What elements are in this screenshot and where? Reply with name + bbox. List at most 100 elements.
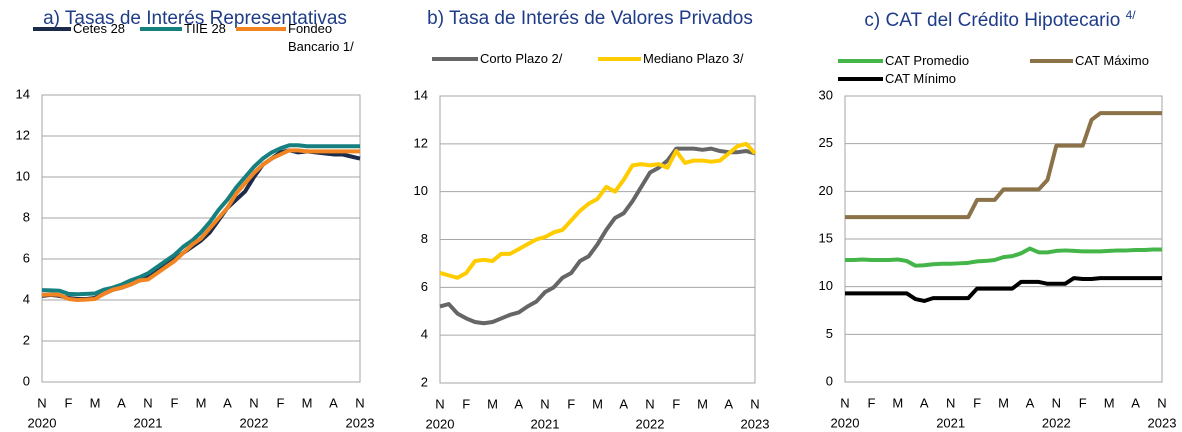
x-tick-label: M: [1104, 395, 1115, 410]
y-tick-label: 10: [16, 168, 30, 183]
x-tick-label: N: [143, 395, 152, 410]
x-tick-label: N: [355, 395, 364, 410]
legend-label: CAT Mínimo: [885, 71, 957, 86]
chart-title: a) Tasas de Interés Representativas: [43, 8, 347, 30]
series-line: [439, 141, 757, 280]
legend-swatch: [236, 27, 286, 31]
x-tick-label: A: [117, 395, 126, 410]
chart-title: c) CAT del Crédito Hipotecario 4/: [864, 8, 1135, 32]
series-line: [439, 146, 756, 326]
legend-item: CAT Mínimo: [838, 70, 956, 88]
x-tick-label: N: [840, 395, 849, 410]
legend-item: TIIE 28: [140, 20, 226, 38]
x-year-label: 2022: [1042, 415, 1071, 430]
x-tick-label: M: [487, 396, 498, 411]
y-tick-label: 5: [826, 326, 833, 341]
series-line: [41, 148, 360, 302]
x-tick-label: M: [196, 395, 207, 410]
y-tick-label: 14: [414, 87, 428, 102]
plot-frame: [41, 94, 361, 383]
legend-label: Fondeo Bancario 1/: [288, 21, 354, 54]
x-tick-label: A: [1131, 395, 1140, 410]
x-tick-label: A: [514, 396, 523, 411]
x-tick-label: F: [973, 395, 981, 410]
x-tick-label: M: [697, 396, 708, 411]
legend-item: Fondeo Bancario 1/: [236, 20, 368, 56]
plot-frame: [439, 95, 756, 384]
x-tick-label: F: [1079, 395, 1087, 410]
x-year-label: 2021: [936, 415, 965, 430]
y-tick-label: 0: [826, 373, 833, 388]
plot-frame: [844, 95, 1163, 383]
title-text: c) CAT del Crédito Hipotecario: [864, 10, 1121, 31]
legend-swatch: [140, 27, 182, 31]
x-tick-label: N: [750, 396, 759, 411]
x-year-label: 2023: [346, 415, 375, 430]
y-tick-label: 25: [819, 135, 833, 150]
legend-swatch: [838, 59, 883, 63]
legend-label: Cetes 28: [73, 21, 126, 36]
legend-swatch: [838, 77, 883, 81]
x-tick-label: F: [171, 395, 179, 410]
y-tick-label: 4: [23, 291, 30, 306]
legend-label: CAT Promedio: [885, 53, 970, 68]
series-line: [845, 111, 1162, 220]
x-tick-label: A: [724, 396, 733, 411]
x-tick-label: N: [540, 396, 549, 411]
x-year-label: 2021: [134, 415, 163, 430]
y-tick-label: 2: [421, 374, 428, 389]
x-tick-label: M: [592, 396, 603, 411]
y-tick-label: 6: [421, 279, 428, 294]
x-tick-label: F: [277, 395, 285, 410]
x-year-label: 2021: [531, 416, 560, 431]
y-tick-label: 14: [16, 86, 30, 101]
legend-label: Mediano Plazo 3/: [643, 51, 744, 66]
x-tick-label: M: [892, 395, 903, 410]
legend-item: Corto Plazo 2/: [432, 50, 562, 68]
x-tick-label: F: [672, 396, 680, 411]
x-tick-label: M: [998, 395, 1009, 410]
x-tick-label: N: [1157, 395, 1166, 410]
x-tick-label: M: [90, 395, 101, 410]
y-tick-label: 8: [421, 231, 428, 246]
y-tick-label: 10: [819, 278, 833, 293]
x-year-label: 2020: [28, 415, 57, 430]
legend-label: TIIE 28: [184, 21, 226, 36]
x-tick-label: A: [1026, 395, 1035, 410]
series-line: [41, 143, 360, 297]
chart-title: b) Tasa de Interés de Valores Privados: [427, 8, 753, 30]
x-tick-label: N: [645, 396, 654, 411]
y-tick-label: 4: [421, 327, 428, 342]
x-tick-label: N: [37, 395, 46, 410]
x-tick-label: A: [223, 395, 232, 410]
x-year-label: 2023: [1148, 415, 1177, 430]
series-line: [845, 246, 1162, 268]
x-year-label: 2022: [636, 416, 665, 431]
legend-item: CAT Máximo: [1030, 52, 1149, 70]
x-tick-label: N: [946, 395, 955, 410]
x-year-label: 2020: [426, 416, 455, 431]
legend-swatch: [1030, 59, 1073, 63]
legend-swatch: [432, 57, 478, 61]
legend-swatch: [598, 57, 641, 61]
x-tick-label: M: [302, 395, 313, 410]
y-tick-label: 2: [23, 332, 30, 347]
x-tick-label: F: [65, 395, 73, 410]
x-year-label: 2020: [831, 415, 860, 430]
title-text: b) Tasa de Interés de Valores Privados: [427, 8, 753, 29]
x-tick-label: A: [329, 395, 338, 410]
x-year-label: 2022: [240, 415, 269, 430]
y-tick-label: 8: [23, 209, 30, 224]
title-note: 4/: [1125, 8, 1136, 22]
y-tick-label: 10: [414, 183, 428, 198]
y-tick-label: 12: [16, 127, 30, 142]
x-tick-label: A: [619, 396, 628, 411]
y-tick-label: 6: [23, 250, 30, 265]
legend-item: Cetes 28: [33, 20, 125, 38]
x-tick-label: N: [435, 396, 444, 411]
x-tick-label: A: [920, 395, 929, 410]
title-text: a) Tasas de Interés Representativas: [43, 8, 347, 29]
x-tick-label: N: [1052, 395, 1061, 410]
